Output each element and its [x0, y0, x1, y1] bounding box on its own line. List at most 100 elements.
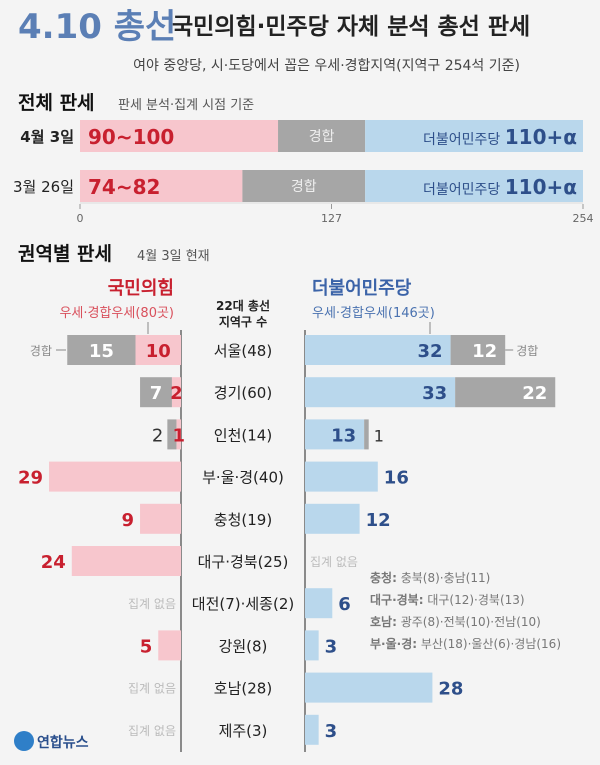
- region-subtitle: 4월 3일 현재: [137, 249, 210, 264]
- dem-lead-label: 6: [338, 594, 351, 615]
- dem-toss-bar: [455, 377, 556, 408]
- note-text: 광주(8)·전북(10)·전남(10): [397, 615, 541, 629]
- dem-lead-label: 32: [418, 341, 443, 362]
- region-row: 대구·경북(25) 24 집계 없음: [41, 546, 358, 576]
- region-name: 서울(48): [214, 342, 272, 360]
- toss-label: 경합: [291, 179, 317, 195]
- dem-lead-label: 13: [331, 425, 356, 446]
- dem-lead-label: 3: [325, 721, 338, 742]
- ppp-toss-label: 7: [150, 383, 163, 404]
- dem-label: 110+α: [505, 175, 577, 199]
- dem-label: 110+α: [505, 125, 577, 149]
- dem-lead-bar: [305, 588, 333, 619]
- region-row: 강원(8) 5 3: [140, 630, 337, 661]
- dem-toss-label: 22: [522, 383, 547, 404]
- ppp-lead-bar: [140, 503, 181, 534]
- ppp-lead-label: 29: [18, 468, 43, 489]
- note-line: 충청: 충북(8)·충남(11): [370, 570, 490, 585]
- region-name: 인천(14): [214, 426, 272, 444]
- toss-bar: [278, 120, 366, 152]
- ppp-label: 90~100: [88, 125, 174, 149]
- ppp-lead-label: 9: [122, 510, 135, 531]
- ppp-toss-bar: [140, 377, 172, 408]
- ppp-lead-label: 5: [140, 636, 153, 657]
- ppp-lead-bar: [158, 630, 181, 661]
- dem-lead-bar: [305, 335, 451, 365]
- region-notes: 충청: 충북(8)·충남(11) 대구·경북: 대구(12)·경북(13) 호남: …: [370, 570, 561, 651]
- toss-label: 경합: [309, 129, 335, 145]
- region-row: 경기(60) 27 33 22: [140, 377, 556, 408]
- dem-bar: [365, 120, 583, 152]
- ppp-lead-label: 24: [41, 552, 66, 573]
- row-date: 3월 26일: [13, 178, 74, 196]
- region-name: 충청(19): [214, 511, 272, 529]
- region-row: 충청(19) 9 12: [122, 503, 391, 534]
- note-text: 대구(12)·경북(13): [424, 593, 525, 607]
- dem-lead-label: 16: [384, 468, 409, 489]
- region-row: 제주(3) 집계 없음 3: [128, 714, 338, 745]
- ppp-label: 74~82: [88, 175, 160, 199]
- title-rest: 국민의힘·민주당 자체 분석 총선 판세: [172, 14, 530, 40]
- left-party-label: 국민의힘: [108, 278, 174, 299]
- dem-toss-label: 1: [374, 426, 384, 445]
- note-key: 호남:: [370, 614, 397, 629]
- axis-tick-label: 0: [77, 212, 84, 225]
- logo: 연합뉴스: [14, 731, 89, 751]
- dem-toss-label: 12: [472, 341, 497, 362]
- ppp-lead-bar: [49, 461, 181, 492]
- dem-toss-bar: [450, 335, 506, 365]
- note-text: 부산(18)·울산(6)·경남(16): [417, 637, 561, 651]
- dem-none: 집계 없음: [310, 555, 358, 569]
- title-main: 4.10 총선: [18, 7, 176, 47]
- row-date: 4월 3일: [20, 128, 74, 146]
- ppp-lead-label: 2: [170, 383, 183, 404]
- ppp-lead-bar: [176, 419, 181, 450]
- logo-icon: [14, 731, 34, 751]
- region-name: 강원(8): [219, 637, 268, 655]
- region-row: 부·울·경(40) 29 16: [18, 461, 409, 492]
- region-name: 경기(60): [214, 384, 272, 402]
- region-row: 대전(7)·세종(2) 집계 없음 6: [128, 588, 351, 619]
- region-row: 호남(28) 집계 없음 28: [128, 672, 463, 703]
- ppp-lead-bar: [71, 546, 181, 576]
- ppp-bar: [80, 120, 279, 152]
- overall-subtitle: 판세 분석·집계 시점 기준: [118, 98, 254, 113]
- ppp-toss-label: 2: [152, 425, 163, 446]
- ppp-lead-bar: [135, 335, 181, 365]
- dem-lead-bar: [305, 377, 456, 408]
- ppp-lead-label: 10: [146, 341, 171, 362]
- toss-note: 경합: [516, 344, 538, 358]
- logo-text: 연합뉴스: [37, 734, 89, 751]
- overall-title: 전체 판세: [18, 92, 95, 114]
- center-header-2: 지역구 수: [219, 314, 267, 329]
- axis-tick-label: 127: [321, 212, 342, 225]
- ppp-none: 집계 없음: [128, 682, 176, 696]
- dem-lead-bar: [305, 461, 378, 492]
- note-text: 충북(8)·충남(11): [397, 571, 490, 585]
- note-line: 대구·경북: 대구(12)·경북(13): [370, 593, 525, 607]
- dem-lead-bar: [305, 503, 360, 534]
- dem-lead-label: 28: [438, 679, 463, 700]
- region-row: 서울(48) 10 15 경합 32 12 경합: [30, 335, 538, 365]
- region-name: 대구·경북(25): [198, 553, 289, 571]
- ppp-lead-bar: [171, 377, 181, 408]
- right-party-sub: 우세·경합우세(146곳): [312, 306, 435, 321]
- region-name: 제주(3): [219, 722, 268, 740]
- left-party-sub: 우세·경합우세(80곳): [59, 306, 174, 321]
- note-key: 부·울·경:: [370, 637, 417, 651]
- region-title: 권역별 판세: [18, 243, 112, 265]
- dem-bar: [365, 170, 583, 202]
- toss-note: 경합: [30, 344, 52, 358]
- axis-tick-label: 254: [573, 212, 594, 225]
- subtitle: 여야 중앙당, 시·도당에서 꼽은 우세·경합지역(지역구 254석 기준): [133, 58, 520, 74]
- center-header-1: 22대 총선: [216, 298, 270, 313]
- dem-lead-bar: [305, 419, 365, 450]
- region-name: 호남(28): [214, 680, 272, 698]
- region-row: 인천(14)12 13 1: [152, 419, 384, 450]
- dem-lead-bar: [305, 630, 319, 661]
- dem-lead-label: 33: [422, 383, 447, 404]
- region-name: 대전(7)·세종(2): [192, 595, 294, 613]
